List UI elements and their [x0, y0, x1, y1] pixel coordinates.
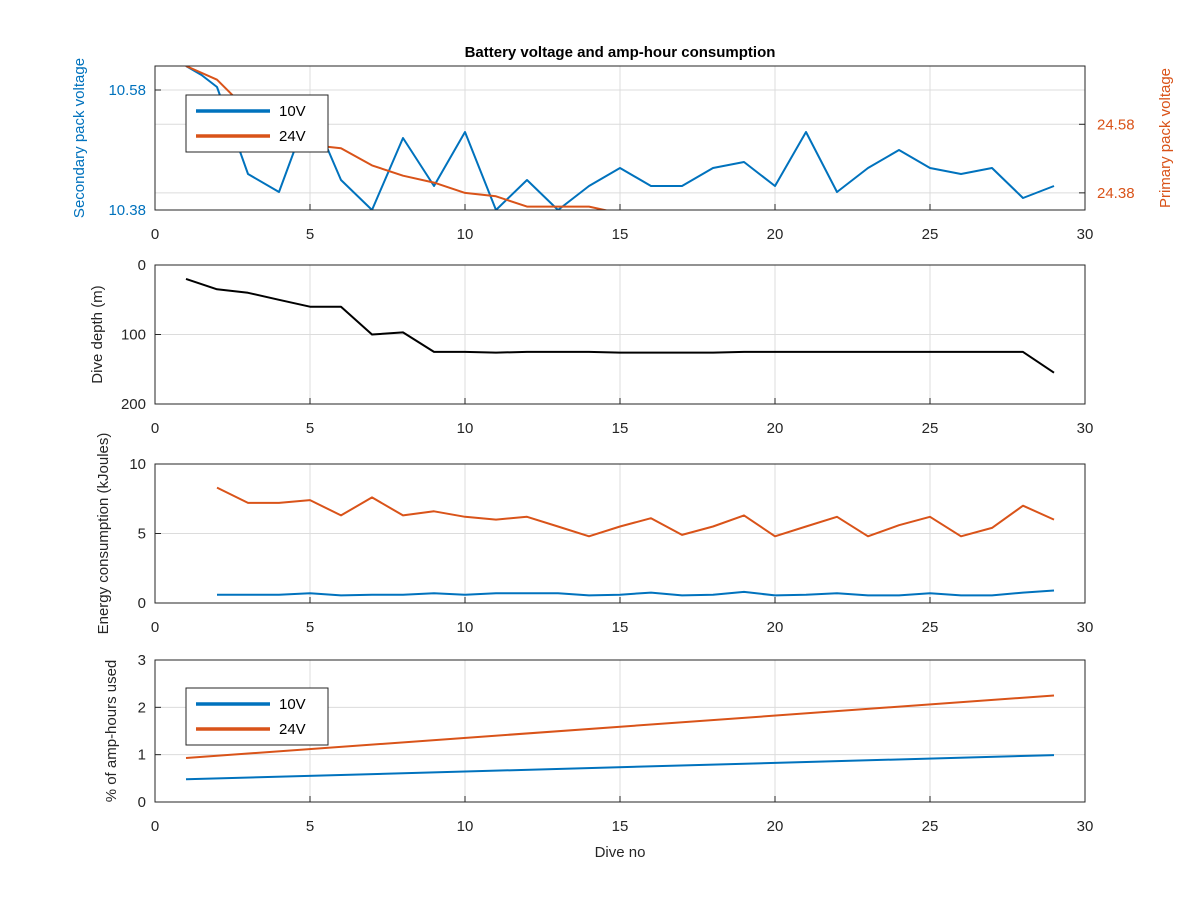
x-tick-label: 10: [457, 619, 474, 636]
x-tick-label: 10: [457, 226, 474, 243]
x-tick-label: 25: [922, 619, 939, 636]
y-tick-label: 0: [138, 595, 146, 612]
legend-entry: 10V: [279, 696, 306, 713]
x-tick-label: 10: [457, 818, 474, 835]
subplot-3: [154, 463, 1086, 604]
y-axis-label: Secondary pack voltage: [71, 58, 88, 218]
series-line-10V: [185, 754, 1055, 781]
y2-tick-label: 24.58: [1097, 116, 1135, 133]
x-tick-label: 5: [306, 226, 314, 243]
y-tick-label: 3: [138, 652, 146, 669]
x-tick-label: 20: [767, 420, 784, 437]
y-tick-label: 10.38: [108, 202, 146, 219]
series-line-2: [217, 589, 1055, 597]
y-tick-label: 10.58: [108, 82, 146, 99]
x-tick-label: 25: [922, 420, 939, 437]
x-tick-label: 5: [306, 619, 314, 636]
y2-tick-label: 24.38: [1097, 185, 1135, 202]
x-tick-label: 15: [612, 226, 629, 243]
x-axis-label: Dive no: [595, 844, 646, 861]
x-tick-label: 25: [922, 226, 939, 243]
x-tick-label: 0: [151, 420, 159, 437]
x-tick-label: 30: [1077, 226, 1094, 243]
legend-box: [185, 687, 329, 746]
x-tick-label: 10: [457, 420, 474, 437]
series-line-1: [216, 486, 1055, 538]
series-line-24V: [185, 694, 1055, 759]
y-tick-label: 0: [138, 794, 146, 811]
x-tick-label: 30: [1077, 619, 1094, 636]
legend-box: [185, 94, 329, 153]
x-tick-label: 20: [767, 619, 784, 636]
series-line-1: [185, 277, 1055, 374]
y2-axis-label: Primary pack voltage: [1157, 68, 1174, 208]
y-axis-label: Energy consumption (kJoules): [95, 433, 112, 635]
subplot-2: [154, 264, 1086, 405]
series-line-24V: [185, 66, 610, 210]
legend-entry: 24V: [279, 721, 306, 738]
y-tick-label: 1: [138, 747, 146, 764]
x-tick-label: 0: [151, 619, 159, 636]
x-tick-label: 25: [922, 818, 939, 835]
legend: [185, 94, 329, 153]
x-tick-label: 20: [767, 818, 784, 835]
y-tick-label: 5: [138, 526, 146, 543]
x-tick-label: 5: [306, 818, 314, 835]
legend-entry: 10V: [279, 103, 306, 120]
x-tick-label: 15: [612, 818, 629, 835]
x-tick-label: 30: [1077, 818, 1094, 835]
y-tick-label: 2: [138, 699, 146, 716]
legend: [185, 687, 329, 746]
y-tick-label: 0: [138, 257, 146, 274]
y-tick-label: 10: [129, 456, 146, 473]
y-axis-label: % of amp-hours used: [103, 660, 120, 803]
x-tick-label: 15: [612, 619, 629, 636]
x-tick-label: 15: [612, 420, 629, 437]
x-tick-label: 0: [151, 818, 159, 835]
legend-entry: 24V: [279, 128, 306, 145]
x-tick-label: 5: [306, 420, 314, 437]
chart-title: Battery voltage and amp-hour consumption: [465, 44, 776, 61]
x-tick-label: 20: [767, 226, 784, 243]
y-tick-label: 100: [121, 327, 146, 344]
y-axis-label: Dive depth (m): [89, 285, 106, 383]
y-tick-label: 200: [121, 396, 146, 413]
x-tick-label: 0: [151, 226, 159, 243]
x-tick-label: 30: [1077, 420, 1094, 437]
